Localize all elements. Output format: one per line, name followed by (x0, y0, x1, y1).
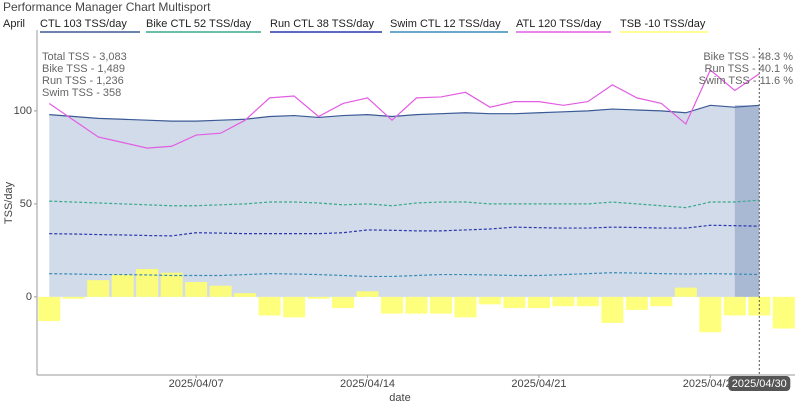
legend-label: ATL 120 TSS/day (516, 18, 602, 30)
line (49, 272, 760, 278)
x-axis-label: date (389, 392, 410, 404)
legend-label: TSB -10 TSS/day (620, 18, 706, 30)
y-tick-label: 100 (14, 105, 32, 117)
bar (723, 296, 746, 316)
bar (772, 296, 795, 329)
chart-title: Performance Manager Chart Multisport (3, 0, 211, 14)
annotation: Bike TSS - 48.3 % (703, 51, 793, 63)
bar (699, 296, 722, 333)
bar (111, 274, 134, 297)
bar (185, 282, 208, 297)
bar (209, 285, 232, 297)
x-tick-label: 2025/04/21 (511, 378, 566, 390)
hover-label-box (728, 376, 791, 391)
annotation: Run TSS - 1,236 (42, 75, 124, 87)
line (49, 199, 760, 209)
plot (38, 69, 795, 333)
bar (405, 296, 428, 314)
bar (503, 296, 526, 309)
hover-band (734, 105, 760, 297)
annotation: Total TSS - 3,083 (42, 51, 127, 63)
hover-label: 2025/04/30 (732, 378, 787, 390)
bar (552, 296, 575, 307)
y-tick-label: 50 (20, 198, 32, 210)
bar (650, 296, 673, 307)
bar (381, 296, 404, 314)
y-axis-label: TSS/day (3, 181, 15, 224)
x-tick-label: 2025/04/14 (340, 378, 395, 390)
bar (625, 296, 648, 310)
bar (62, 296, 85, 299)
line (49, 224, 760, 237)
line (48, 69, 760, 149)
legend-title: April (3, 18, 25, 30)
y-tick-label: 0 (26, 291, 32, 303)
bar (454, 296, 477, 318)
legend-label: Run CTL 38 TSS/day (270, 18, 374, 30)
bar (160, 272, 183, 297)
legend-label: Swim CTL 12 TSS/day (390, 18, 501, 30)
x-tick-label: 2025/04/28 (683, 378, 738, 390)
bar (527, 296, 550, 309)
area (49, 105, 760, 297)
bar (307, 296, 330, 299)
bar (87, 280, 110, 297)
annotation: Swim TSS - 358 (42, 87, 121, 99)
legend-label: Bike CTL 52 TSS/day (146, 18, 252, 30)
bar (674, 287, 697, 297)
annotation: Bike TSS - 1,489 (42, 63, 125, 75)
annotation: Run TSS - 40.1 % (705, 63, 794, 75)
bar (748, 296, 771, 316)
bar (38, 296, 61, 322)
bar (356, 291, 379, 297)
bar (429, 296, 453, 314)
bar (601, 296, 624, 323)
bar (576, 296, 599, 307)
line (49, 104, 760, 122)
bar (234, 293, 257, 297)
bar (478, 296, 501, 305)
bar (283, 296, 306, 318)
annotation: Swim TSS - 11.6 % (699, 75, 794, 87)
bar (332, 296, 355, 309)
bar (258, 296, 281, 316)
x-tick-label: 2025/04/07 (169, 378, 224, 390)
bar (136, 268, 159, 297)
legend-label: CTL 103 TSS/day (40, 18, 127, 30)
